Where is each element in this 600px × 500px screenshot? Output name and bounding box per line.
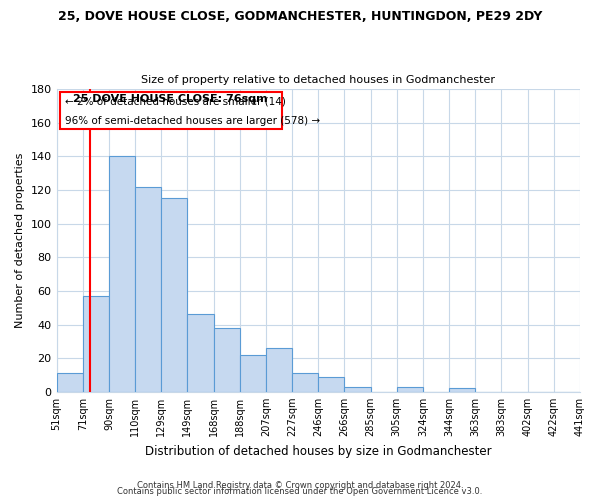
Y-axis label: Number of detached properties: Number of detached properties: [15, 152, 25, 328]
Bar: [292, 374, 318, 392]
Bar: [83, 296, 109, 392]
Bar: [344, 387, 371, 392]
X-axis label: Distribution of detached houses by size in Godmanchester: Distribution of detached houses by size …: [145, 444, 491, 458]
Bar: [187, 314, 214, 392]
Bar: [318, 376, 344, 392]
FancyBboxPatch shape: [59, 92, 281, 130]
Text: 96% of semi-detached houses are larger (578) →: 96% of semi-detached houses are larger (…: [65, 116, 320, 126]
Bar: [135, 186, 161, 392]
Text: 25 DOVE HOUSE CLOSE: 76sqm: 25 DOVE HOUSE CLOSE: 76sqm: [73, 94, 268, 104]
Text: ← 2% of detached houses are smaller (14): ← 2% of detached houses are smaller (14): [65, 96, 286, 106]
Bar: [240, 355, 266, 392]
Bar: [214, 328, 240, 392]
Bar: [56, 374, 83, 392]
Text: 25, DOVE HOUSE CLOSE, GODMANCHESTER, HUNTINGDON, PE29 2DY: 25, DOVE HOUSE CLOSE, GODMANCHESTER, HUN…: [58, 10, 542, 23]
Bar: [449, 388, 475, 392]
Bar: [397, 387, 423, 392]
Bar: [161, 198, 187, 392]
Text: Contains public sector information licensed under the Open Government Licence v3: Contains public sector information licen…: [118, 488, 482, 496]
Text: Contains HM Land Registry data © Crown copyright and database right 2024.: Contains HM Land Registry data © Crown c…: [137, 481, 463, 490]
Title: Size of property relative to detached houses in Godmanchester: Size of property relative to detached ho…: [141, 76, 495, 86]
Bar: [266, 348, 292, 392]
Bar: [109, 156, 135, 392]
